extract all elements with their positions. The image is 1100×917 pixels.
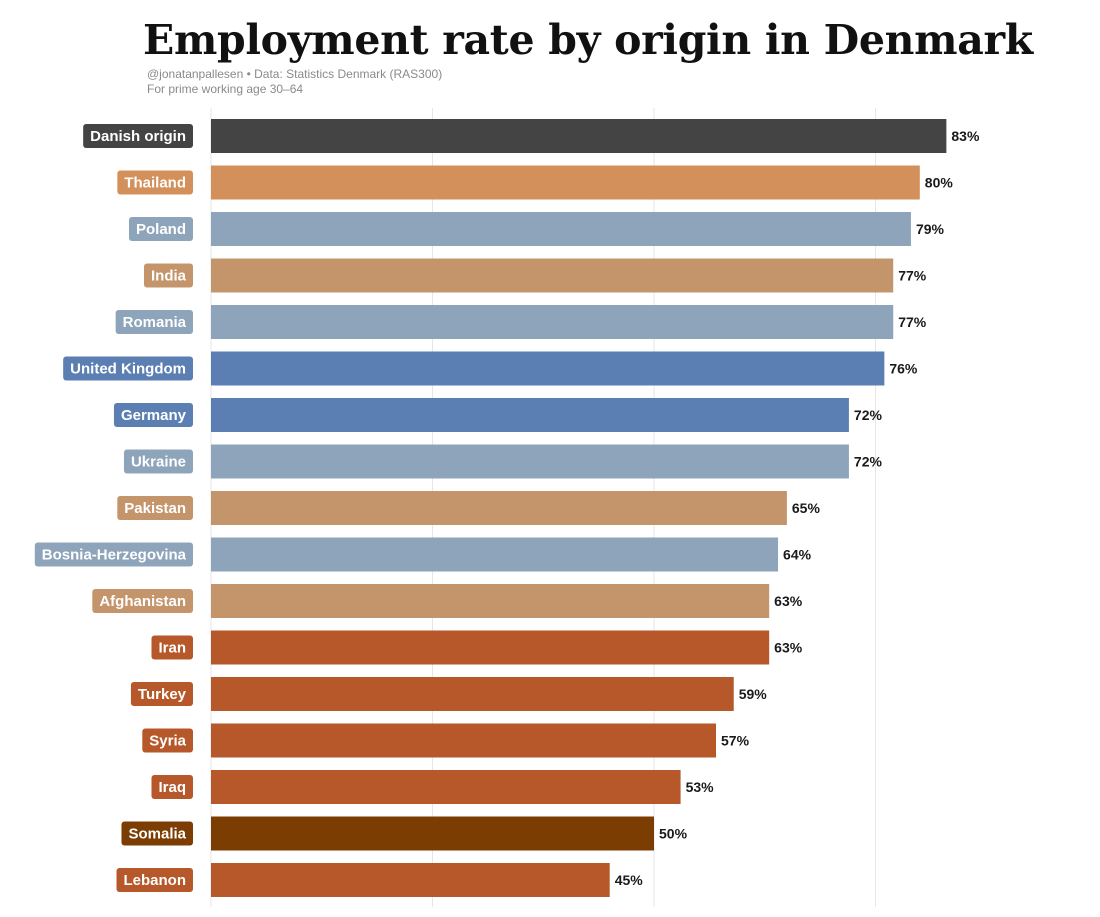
bar-poland [211,212,911,246]
category-label-bg [123,449,193,474]
category-label-india: India [143,263,193,288]
category-label-bosnia-herzegovina: Bosnia-Herzegovina [34,542,193,567]
category-label-text: Germany [121,407,187,424]
value-label-iran: 63% [774,640,803,656]
bar-somalia [211,816,654,851]
category-label-bg [34,542,193,567]
category-label-text: Ukraine [131,454,186,471]
value-label-germany: 72% [854,407,883,423]
category-label-bg [128,217,193,241]
category-labels: Danish origin Thailand Poland India Romania U… [34,124,193,892]
category-label-iran: Iran [151,635,193,660]
category-label-bg [83,124,193,148]
value-label-pakistan: 65% [792,500,821,516]
category-label-text: United Kingdom [70,361,186,378]
value-label-india: 77% [898,268,927,284]
category-label-bg [117,170,193,195]
chart-title: Employment rate by origin in Denmark [143,16,1033,64]
category-label-text: Thailand [124,175,186,192]
value-label-bosnia-herzegovina: 64% [783,547,812,563]
category-label-text: Romania [123,314,187,331]
category-label-somalia: Somalia [121,821,193,846]
value-label-turkey: 59% [739,686,768,702]
chart-source: @jonatanpallesen • Data: Statistics Denm… [147,67,443,81]
value-label-thailand: 80% [925,175,954,191]
bar-india [211,258,894,293]
category-label-text: Bosnia-Herzegovina [42,547,187,564]
bar-thailand [211,165,920,200]
bar-romania [211,305,894,339]
category-label-text: India [151,268,187,285]
value-label-syria: 57% [721,733,750,749]
value-labels: 83% 80% 79% 77% 77% 76% 72% 72% 65% 64% 63% 63% 59% 5… [615,128,980,888]
value-label-lebanon: 45% [615,872,644,888]
category-label-bg [63,356,193,381]
bar-ukraine [211,444,849,479]
chart-subtitle: For prime working age 30–64 [147,82,304,96]
category-label-text: Poland [136,221,186,238]
category-label-text: Danish origin [90,128,186,145]
bar-lebanon [211,863,610,897]
category-label-poland: Poland [128,217,193,241]
category-label-thailand: Thailand [117,170,193,195]
category-label-turkey: Turkey [130,682,193,706]
value-label-iraq: 53% [686,779,715,795]
bar-turkey [211,677,734,711]
category-label-text: Iraq [158,779,186,796]
category-label-text: Turkey [138,686,187,703]
category-label-syria: Syria [142,728,193,753]
category-label-bg [142,728,193,753]
category-label-bg [113,403,193,427]
category-label-bg [117,496,193,520]
category-label-text: Afghanistan [99,593,186,610]
category-label-bg [151,775,193,799]
value-label-danish-origin: 83% [951,128,980,144]
category-label-bg [143,263,193,288]
category-label-bg [115,310,193,334]
category-label-bg [92,589,193,613]
category-label-united-kingdom: United Kingdom [63,356,193,381]
value-label-poland: 79% [916,221,945,237]
bar-bosnia-herzegovina [211,537,779,572]
category-label-text: Syria [149,733,186,750]
category-label-text: Pakistan [124,500,186,517]
category-label-bg [151,635,193,660]
category-label-bg [116,868,193,892]
category-label-text: Iran [158,640,186,657]
bar-united-kingdom [211,351,885,386]
value-label-united-kingdom: 76% [889,361,918,377]
category-label-text: Somalia [128,826,186,843]
category-label-lebanon: Lebanon [116,868,193,892]
value-label-afghanistan: 63% [774,593,803,609]
value-label-romania: 77% [898,314,927,330]
category-label-text: Lebanon [124,872,187,889]
category-label-danish-origin: Danish origin [83,124,193,148]
bar-pakistan [211,491,787,525]
bar-danish-origin [211,119,947,153]
bar-germany [211,398,849,432]
value-label-ukraine: 72% [854,454,883,470]
bar-iran [211,630,770,665]
category-label-pakistan: Pakistan [117,496,193,520]
bars [211,119,947,897]
category-label-ukraine: Ukraine [123,449,193,474]
bar-iraq [211,770,681,804]
category-label-romania: Romania [115,310,193,334]
category-label-bg [121,821,193,846]
value-label-somalia: 50% [659,826,688,842]
bar-syria [211,723,717,758]
bar-afghanistan [211,584,770,618]
category-label-iraq: Iraq [151,775,193,799]
category-label-bg [130,682,193,706]
category-label-afghanistan: Afghanistan [92,589,193,613]
category-label-germany: Germany [113,403,193,427]
